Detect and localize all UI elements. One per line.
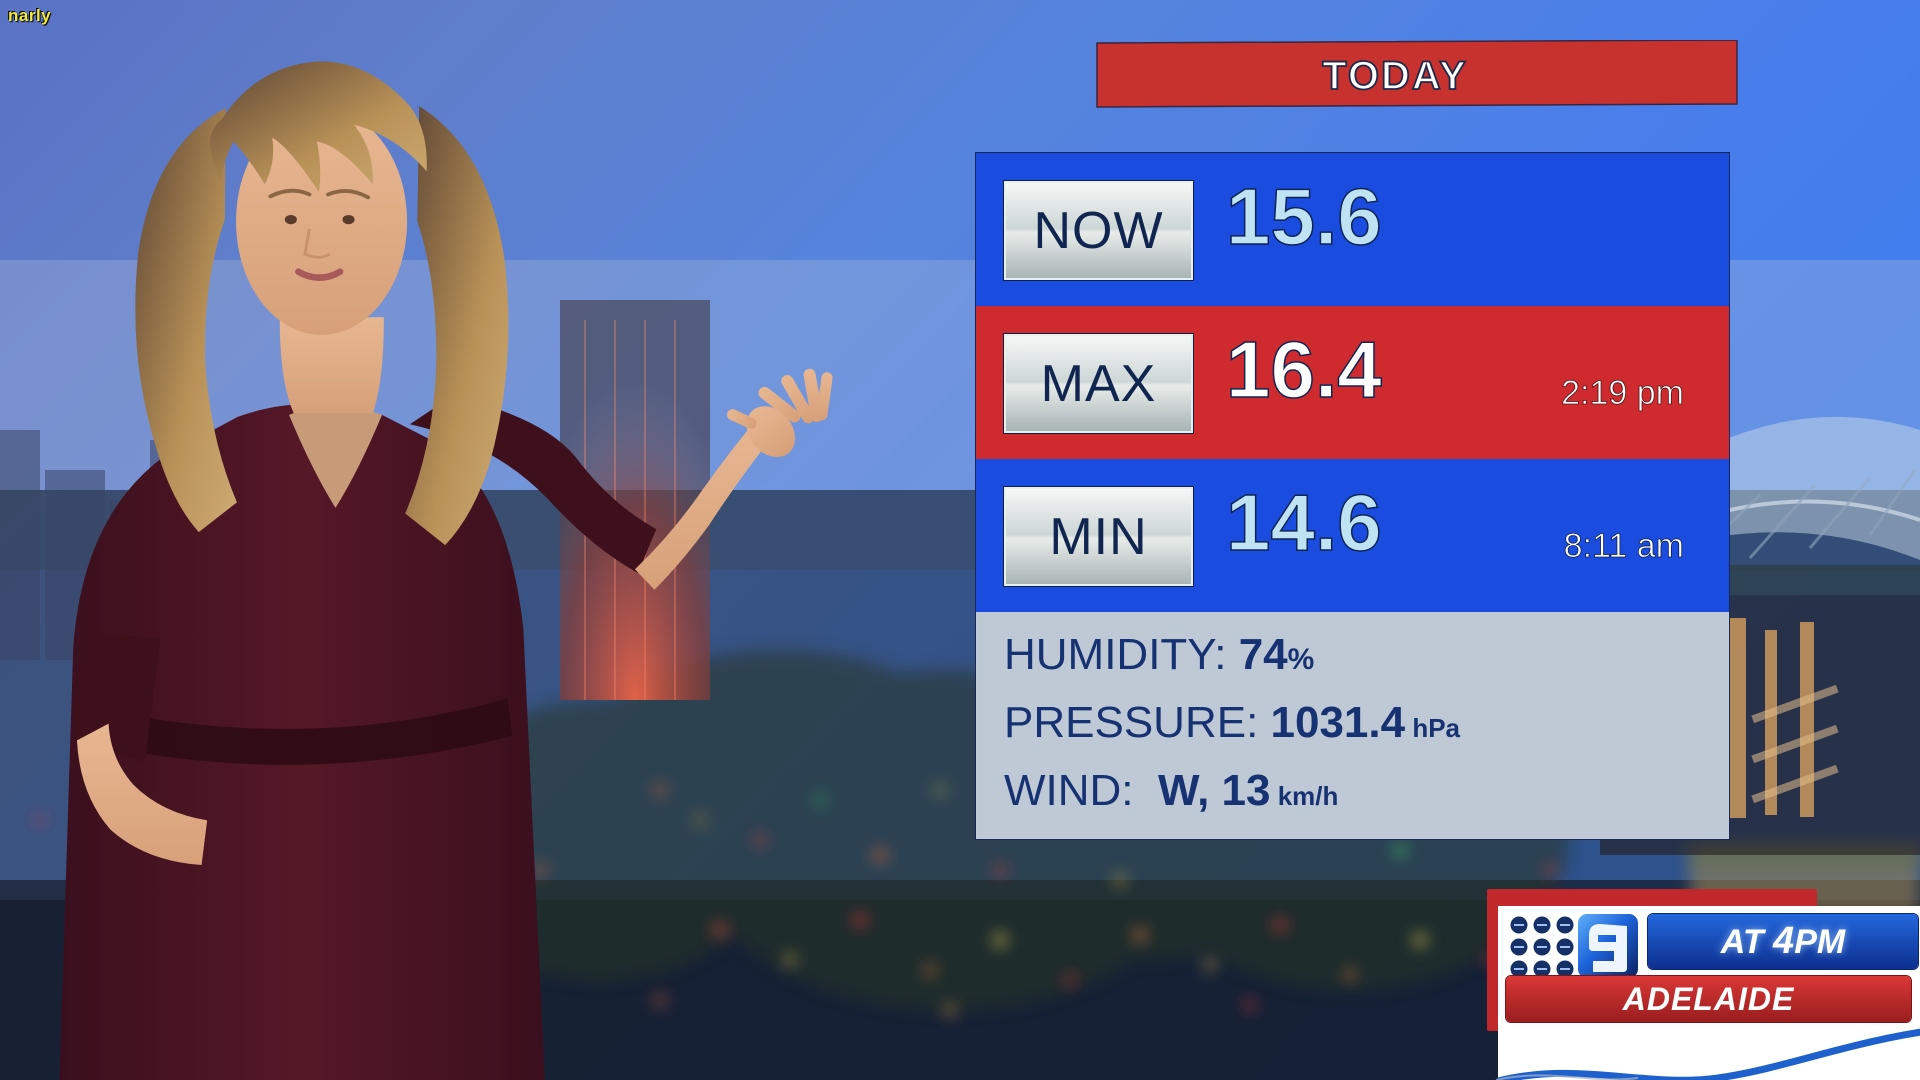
svg-text:TODAY: TODAY bbox=[1322, 54, 1468, 98]
